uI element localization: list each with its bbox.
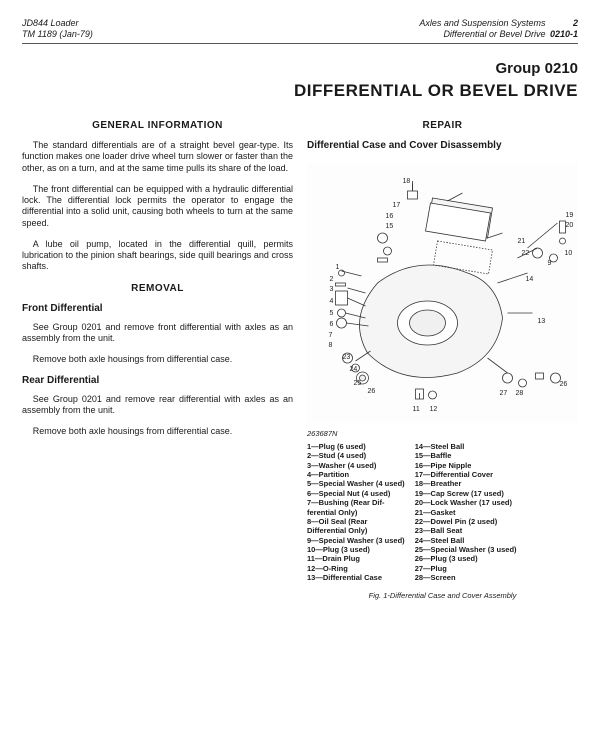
svg-text:19: 19 (566, 212, 574, 219)
heading-disassembly: Differential Case and Cover Disassembly (307, 140, 578, 153)
svg-text:20: 20 (566, 222, 574, 229)
parts-item: 8—Oil Seal (Rear (307, 517, 405, 526)
parts-list-col-a: 1—Plug (6 used)2—Stud (4 used)3—Washer (… (307, 442, 405, 583)
parts-item: 14—Steel Ball (415, 442, 517, 451)
figure-id: 263687N (307, 429, 578, 438)
parts-item: 20—Lock Washer (17 used) (415, 498, 517, 507)
svg-text:28: 28 (516, 390, 524, 397)
header-subsection: Differential or Bevel Drive 0210-1 (419, 29, 578, 40)
para-rear-2: Remove both axle housings from different… (22, 426, 293, 437)
parts-item: Differential Only) (307, 526, 405, 535)
header-page-num: 0210-1 (548, 29, 578, 40)
parts-list: 1—Plug (6 used)2—Stud (4 used)3—Washer (… (307, 442, 578, 583)
parts-item: 6—Special Nut (4 used) (307, 489, 405, 498)
heading-general-info: GENERAL INFORMATION (22, 120, 293, 133)
heading-repair: REPAIR (307, 120, 578, 133)
svg-text:14: 14 (526, 276, 534, 283)
parts-item: 28—Screen (415, 573, 517, 582)
svg-text:27: 27 (500, 390, 508, 397)
para-front-1: See Group 0201 and remove front differen… (22, 322, 293, 345)
parts-item: 25—Special Washer (3 used) (415, 545, 517, 554)
svg-text:24: 24 (350, 366, 358, 373)
parts-item: 27—Plug (415, 564, 517, 573)
svg-text:26: 26 (560, 381, 568, 388)
para-rear-1: See Group 0201 and remove rear different… (22, 394, 293, 417)
svg-text:8: 8 (329, 342, 333, 349)
parts-item: 26—Plug (3 used) (415, 554, 517, 563)
svg-text:1: 1 (336, 264, 340, 271)
parts-item: 3—Washer (4 used) (307, 461, 405, 470)
svg-text:5: 5 (330, 310, 334, 317)
parts-list-col-b: 14—Steel Ball15—Baffle16—Pipe Nipple17—D… (415, 442, 517, 583)
header-section-text: Axles and Suspension Systems (419, 18, 545, 28)
parts-item: 10—Plug (3 used) (307, 545, 405, 554)
content-columns: GENERAL INFORMATION The standard differe… (22, 116, 578, 600)
parts-item: 24—Steel Ball (415, 536, 517, 545)
para-front-2: Remove both axle housings from different… (22, 354, 293, 365)
exploded-diagram: 1 2 3 4 5 6 7 8 9 10 11 12 13 14 15 16 1 (307, 163, 578, 423)
figure-caption: Fig. 1-Differential Case and Cover Assem… (307, 591, 578, 600)
svg-text:21: 21 (518, 238, 526, 245)
header-left: JD844 Loader TM 1189 (Jan-79) (22, 18, 93, 41)
svg-text:10: 10 (565, 250, 573, 257)
svg-text:16: 16 (386, 213, 394, 220)
parts-item: 23—Ball Seat (415, 526, 517, 535)
parts-item: 12—O-Ring (307, 564, 405, 573)
page-header: JD844 Loader TM 1189 (Jan-79) Axles and … (22, 18, 578, 44)
para-general-2: The front differential can be equipped w… (22, 184, 293, 229)
svg-text:13: 13 (538, 318, 546, 325)
left-column: GENERAL INFORMATION The standard differe… (22, 116, 293, 600)
svg-text:2: 2 (330, 276, 334, 283)
para-general-1: The standard differentials are of a stra… (22, 140, 293, 174)
parts-item: 7—Bushing (Rear Dif- (307, 498, 405, 507)
svg-text:23: 23 (343, 354, 351, 361)
header-right: Axles and Suspension Systems 2 Different… (419, 18, 578, 41)
parts-item: 18—Breather (415, 479, 517, 488)
parts-item: 19—Cap Screw (17 used) (415, 489, 517, 498)
para-general-3: A lube oil pump, located in the differen… (22, 239, 293, 273)
svg-text:7: 7 (329, 332, 333, 339)
svg-text:6: 6 (330, 321, 334, 328)
right-column: REPAIR Differential Case and Cover Disas… (307, 116, 578, 600)
svg-text:22: 22 (522, 250, 530, 257)
group-title: Group 0210 (22, 60, 578, 79)
parts-item: ferential Only) (307, 508, 405, 517)
svg-text:18: 18 (403, 178, 411, 185)
parts-item: 1—Plug (6 used) (307, 442, 405, 451)
header-chapter-num: 2 (548, 18, 578, 29)
svg-text:17: 17 (393, 202, 401, 209)
parts-item: 17—Differential Cover (415, 470, 517, 479)
svg-text:11: 11 (413, 406, 420, 413)
svg-text:9: 9 (548, 260, 552, 267)
parts-item: 4—Partition (307, 470, 405, 479)
parts-item: 13—Differential Case (307, 573, 405, 582)
svg-text:15: 15 (386, 223, 394, 230)
parts-item: 15—Baffle (415, 451, 517, 460)
parts-item: 9—Special Washer (3 used) (307, 536, 405, 545)
heading-removal: REMOVAL (22, 283, 293, 296)
heading-rear-diff: Rear Differential (22, 375, 293, 388)
parts-item: 5—Special Washer (4 used) (307, 479, 405, 488)
svg-text:26: 26 (368, 388, 376, 395)
parts-item: 21—Gasket (415, 508, 517, 517)
header-subsection-text: Differential or Bevel Drive (443, 29, 545, 39)
parts-item: 11—Drain Plug (307, 554, 405, 563)
svg-text:4: 4 (330, 298, 334, 305)
svg-text:25: 25 (354, 380, 362, 387)
diagram-svg: 1 2 3 4 5 6 7 8 9 10 11 12 13 14 15 16 1 (307, 163, 578, 423)
parts-item: 2—Stud (4 used) (307, 451, 405, 460)
header-section: Axles and Suspension Systems 2 (419, 18, 578, 29)
svg-text:12: 12 (430, 406, 438, 413)
main-title: DIFFERENTIAL OR BEVEL DRIVE (22, 80, 578, 101)
heading-front-diff: Front Differential (22, 303, 293, 316)
svg-text:3: 3 (330, 286, 334, 293)
parts-item: 16—Pipe Nipple (415, 461, 517, 470)
header-model: JD844 Loader (22, 18, 93, 29)
parts-item: 22—Dowel Pin (2 used) (415, 517, 517, 526)
header-manual: TM 1189 (Jan-79) (22, 29, 93, 40)
